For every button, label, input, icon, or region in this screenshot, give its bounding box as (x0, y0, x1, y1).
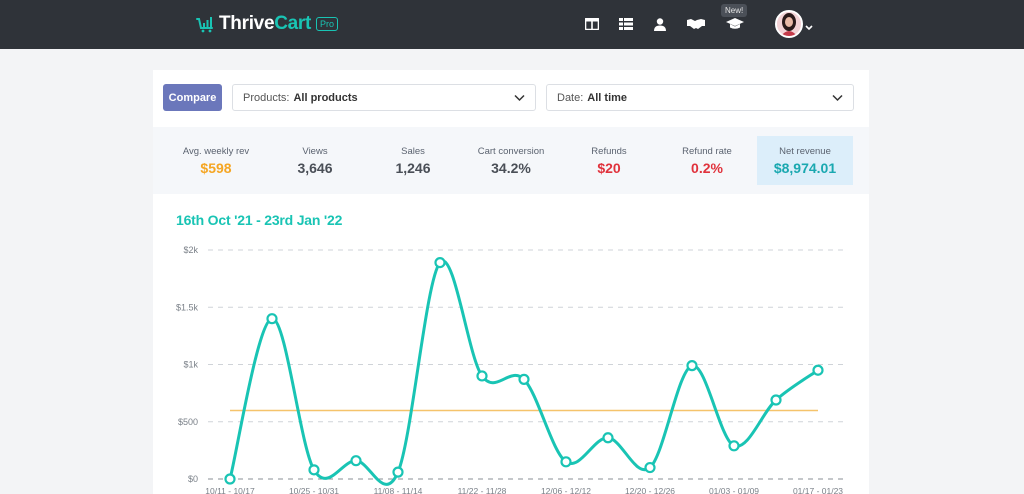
data-point[interactable] (770, 394, 782, 406)
account-menu-chevron-icon[interactable] (805, 18, 813, 36)
x-tick-label: 12/06 - 12/12 (541, 486, 591, 494)
cart-logo-icon (196, 15, 216, 33)
data-point[interactable] (602, 432, 614, 444)
customer-user-icon[interactable] (650, 14, 670, 34)
y-tick-label: $0 (188, 474, 198, 484)
stat-value: 1,246 (395, 160, 431, 176)
y-tick-label: $1.5k (176, 302, 199, 312)
affiliates-handshake-icon[interactable] (686, 14, 706, 34)
stat-value: $598 (200, 160, 232, 176)
chart-grid (208, 249, 843, 480)
y-tick-label: $500 (178, 417, 198, 427)
stat-label: Views (302, 146, 328, 157)
products-grid-icon[interactable] (616, 14, 636, 34)
data-point[interactable] (350, 455, 362, 467)
stat-value: $8,974.01 (773, 160, 837, 176)
data-point[interactable] (728, 440, 740, 452)
stats-bar (153, 127, 869, 194)
data-point[interactable] (518, 373, 530, 385)
x-tick-label: 10/11 - 10/17 (205, 486, 255, 494)
stat-cart-conversion[interactable]: Cart conversion 34.2% (463, 136, 559, 185)
learning-graduation-cap-icon[interactable] (725, 14, 745, 34)
stat-label: Refund rate (682, 146, 732, 157)
y-tick-label: $1k (183, 360, 198, 370)
date-filter-value: All time (587, 91, 628, 104)
stat-value: $20 (597, 160, 621, 176)
data-point[interactable] (644, 461, 656, 474)
y-axis-ticks: $0 $500 $1k $1.5k $2k (176, 245, 199, 484)
x-tick-label: 12/20 - 12/26 (625, 486, 675, 494)
chevron-down-icon (514, 93, 525, 105)
x-tick-label: 11/22 - 11/28 (458, 486, 507, 494)
series-points-layer (224, 256, 824, 485)
new-feature-badge: New! (721, 4, 748, 17)
data-point[interactable] (560, 456, 572, 468)
data-point[interactable] (434, 256, 446, 269)
stat-refund-rate[interactable]: Refund rate 0.2% (659, 136, 755, 185)
series-line (228, 259, 819, 486)
x-tick-label: 01/03 - 01/09 (709, 486, 759, 494)
products-filter-label: Products: (243, 91, 290, 104)
dashboard-icon[interactable] (582, 14, 602, 34)
chevron-down-icon (832, 93, 843, 105)
stat-avg-weekly-rev[interactable]: Avg. weekly rev $598 (168, 136, 264, 185)
x-tick-label: 11/08 - 11/14 (374, 486, 423, 494)
stat-label: Avg. weekly rev (182, 146, 250, 157)
x-tick-label: 01/17 - 01/23 (793, 486, 843, 494)
date-range-title: 16th Oct '21 - 23rd Jan '22 (176, 212, 343, 228)
stat-value: 0.2% (691, 160, 723, 176)
stat-label: Net revenue (779, 146, 831, 157)
user-avatar[interactable] (775, 10, 803, 38)
series-line-layer (228, 259, 819, 486)
x-tick-label: 10/25 - 10/31 (289, 486, 339, 494)
products-filter-value: All products (293, 91, 358, 104)
stat-refunds[interactable]: Refunds $20 (561, 136, 657, 185)
data-point[interactable] (812, 364, 824, 376)
pro-badge: Pro (316, 17, 339, 31)
revenue-line-chart: $0 $500 $1k $1.5k $2k 10/11 - 10/17 10/25 - 1… (176, 245, 843, 494)
stat-label: Refunds (591, 146, 627, 157)
stat-views[interactable]: Views 3,646 (267, 136, 363, 185)
products-filter-select[interactable]: Products: All products (232, 84, 536, 111)
data-point[interactable] (476, 370, 488, 382)
logo-wordmark: ThriveCart (219, 13, 312, 34)
date-filter-label: Date: (557, 91, 584, 104)
data-point[interactable] (392, 466, 404, 478)
data-point[interactable] (308, 464, 320, 476)
date-filter-select[interactable]: Date: All time (546, 84, 854, 111)
stat-value: 34.2% (491, 160, 531, 176)
data-point[interactable] (266, 313, 278, 325)
stat-label: Cart conversion (477, 146, 545, 157)
data-point[interactable] (224, 473, 236, 485)
thrivecart-logo[interactable]: ThriveCart Pro (196, 12, 339, 36)
data-point[interactable] (686, 360, 698, 372)
stat-net-revenue[interactable]: Net revenue $8,974.01 (757, 136, 853, 185)
x-axis-ticks: 10/11 - 10/17 10/25 - 10/31 11/08 - 11/14 1… (205, 486, 843, 494)
top-navigation-bar: ThriveCart Pro New! (0, 0, 1024, 49)
y-tick-label: $2k (183, 245, 198, 255)
stat-label: Sales (401, 146, 425, 157)
compare-button[interactable]: Compare (163, 84, 222, 111)
stat-value: 3,646 (297, 160, 333, 176)
stat-sales[interactable]: Sales 1,246 (365, 136, 461, 185)
